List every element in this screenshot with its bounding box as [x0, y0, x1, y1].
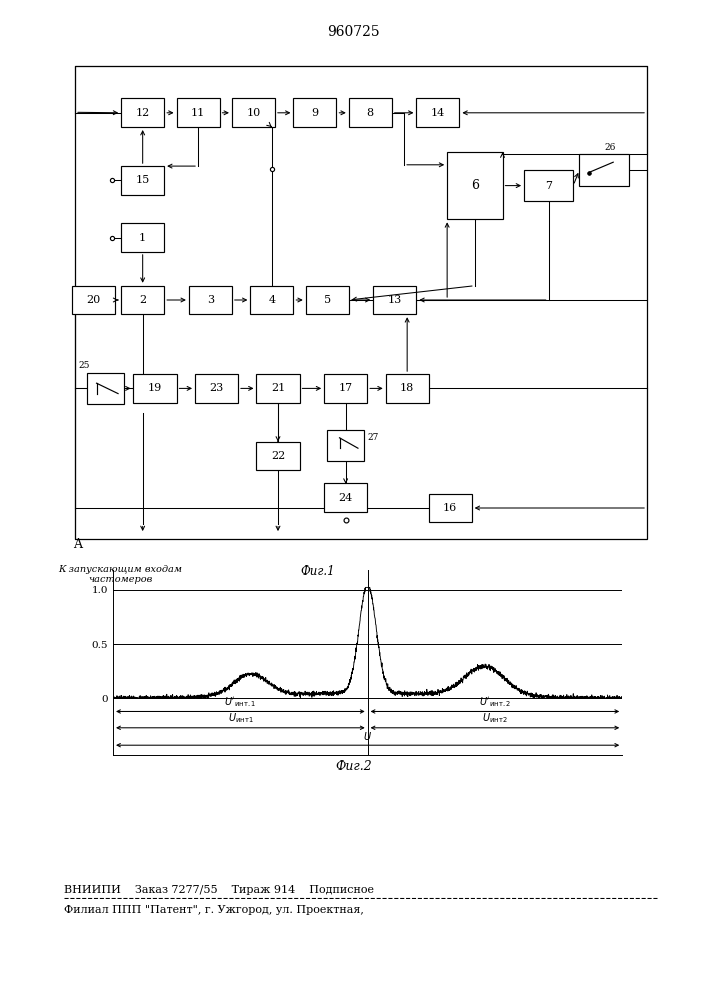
- Text: 960725: 960725: [327, 25, 380, 39]
- Text: 5: 5: [324, 295, 331, 305]
- Bar: [257, 442, 300, 470]
- Bar: [121, 286, 164, 314]
- Bar: [524, 170, 573, 201]
- Text: 7: 7: [545, 181, 552, 191]
- Text: 27: 27: [367, 433, 378, 442]
- Text: 4: 4: [268, 295, 276, 305]
- Text: 20: 20: [86, 295, 100, 305]
- Bar: [327, 430, 364, 461]
- Text: 21: 21: [271, 383, 285, 393]
- Text: ВНИИПИ    Заказ 7277/55    Тираж 914    Подписное: ВНИИПИ Заказ 7277/55 Тираж 914 Подписное: [64, 885, 373, 895]
- Text: 11: 11: [191, 108, 205, 118]
- Bar: [134, 374, 177, 403]
- Bar: [232, 98, 275, 127]
- Text: 1: 1: [139, 233, 146, 243]
- Text: 3: 3: [206, 295, 214, 305]
- Text: Фиг.2: Фиг.2: [335, 760, 372, 773]
- Bar: [579, 154, 629, 186]
- Text: $U_{\rm инт2}$: $U_{\rm инт2}$: [482, 711, 508, 725]
- Bar: [293, 98, 337, 127]
- Text: К запускающим входам
частомеров: К запускающим входам частомеров: [58, 565, 182, 584]
- Text: $U'_{\rm инт.2}$: $U'_{\rm инт.2}$: [479, 695, 511, 709]
- Bar: [385, 374, 428, 403]
- Text: 25: 25: [78, 361, 90, 370]
- Bar: [305, 286, 349, 314]
- Bar: [250, 286, 293, 314]
- Text: $U$: $U$: [363, 730, 372, 742]
- Text: 8: 8: [367, 108, 374, 118]
- Bar: [121, 98, 164, 127]
- Bar: [177, 98, 220, 127]
- Y-axis label: A: A: [73, 538, 82, 552]
- Bar: [189, 286, 232, 314]
- Text: 16: 16: [443, 503, 457, 513]
- Text: 22: 22: [271, 451, 285, 461]
- Text: $U'_{\rm инт.1}$: $U'_{\rm инт.1}$: [224, 695, 257, 709]
- Text: 23: 23: [209, 383, 223, 393]
- Text: 6: 6: [471, 179, 479, 192]
- Text: 2: 2: [139, 295, 146, 305]
- Bar: [257, 374, 300, 403]
- Bar: [88, 373, 124, 404]
- Bar: [428, 494, 472, 522]
- Text: 9: 9: [311, 108, 318, 118]
- Bar: [349, 98, 392, 127]
- Text: 14: 14: [431, 108, 445, 118]
- Text: 18: 18: [400, 383, 414, 393]
- Bar: [72, 286, 115, 314]
- Bar: [324, 374, 367, 403]
- Text: Филиал ППП "Патент", г. Ужгород, ул. Проектная,: Филиал ППП "Патент", г. Ужгород, ул. Про…: [64, 905, 363, 915]
- Text: 24: 24: [339, 493, 353, 503]
- Bar: [324, 483, 367, 512]
- Bar: [447, 152, 503, 219]
- Bar: [373, 286, 416, 314]
- Bar: [416, 98, 460, 127]
- Text: $U_{\rm инт1}$: $U_{\rm инт1}$: [228, 711, 253, 725]
- Text: 15: 15: [136, 175, 150, 185]
- Bar: [195, 374, 238, 403]
- Bar: [121, 166, 164, 195]
- Text: 12: 12: [136, 108, 150, 118]
- Text: 19: 19: [148, 383, 162, 393]
- Text: 26: 26: [604, 143, 616, 152]
- Text: 17: 17: [339, 383, 353, 393]
- Bar: [121, 223, 164, 252]
- Text: Фиг.1: Фиг.1: [301, 565, 335, 578]
- Text: 10: 10: [246, 108, 260, 118]
- Text: 13: 13: [387, 295, 402, 305]
